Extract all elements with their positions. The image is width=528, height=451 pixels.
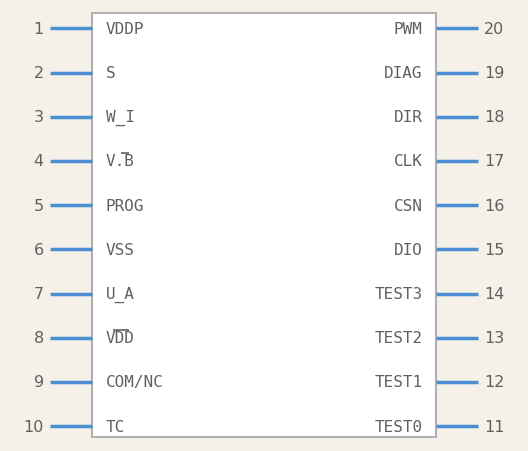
Text: 14: 14: [484, 286, 505, 301]
Text: 5: 5: [34, 198, 44, 213]
Text: 12: 12: [484, 375, 505, 390]
Text: 19: 19: [484, 66, 505, 81]
Text: 17: 17: [484, 154, 505, 169]
Text: 16: 16: [484, 198, 505, 213]
Text: 20: 20: [484, 22, 504, 37]
Text: 4: 4: [34, 154, 44, 169]
Text: PROG: PROG: [106, 198, 144, 213]
Text: VDD: VDD: [106, 331, 135, 345]
Text: COM/NC: COM/NC: [106, 375, 163, 390]
Text: 11: 11: [484, 419, 505, 434]
Bar: [92, 14, 436, 437]
Text: CSN: CSN: [393, 198, 422, 213]
Text: TC: TC: [106, 419, 125, 434]
Text: 2: 2: [34, 66, 44, 81]
Text: CLK: CLK: [393, 154, 422, 169]
Text: W_I: W_I: [106, 110, 135, 125]
Text: S: S: [106, 66, 115, 81]
Text: DIAG: DIAG: [384, 66, 422, 81]
Text: 8: 8: [34, 331, 44, 345]
Text: 3: 3: [34, 110, 44, 125]
Text: VDDP: VDDP: [106, 22, 144, 37]
Text: 13: 13: [484, 331, 504, 345]
Text: TEST0: TEST0: [374, 419, 422, 434]
Text: TEST3: TEST3: [374, 286, 422, 301]
Text: 15: 15: [484, 242, 505, 257]
Text: 9: 9: [34, 375, 44, 390]
Text: V.B: V.B: [106, 154, 135, 169]
Text: PWM: PWM: [393, 22, 422, 37]
Text: 6: 6: [34, 242, 44, 257]
Text: 18: 18: [484, 110, 505, 125]
Text: 10: 10: [23, 419, 44, 434]
Text: 7: 7: [34, 286, 44, 301]
Text: TEST1: TEST1: [374, 375, 422, 390]
Text: DIR: DIR: [393, 110, 422, 125]
Text: VSS: VSS: [106, 242, 135, 257]
Text: TEST2: TEST2: [374, 331, 422, 345]
Text: 1: 1: [34, 22, 44, 37]
Text: DIO: DIO: [393, 242, 422, 257]
Text: U_A: U_A: [106, 286, 135, 302]
